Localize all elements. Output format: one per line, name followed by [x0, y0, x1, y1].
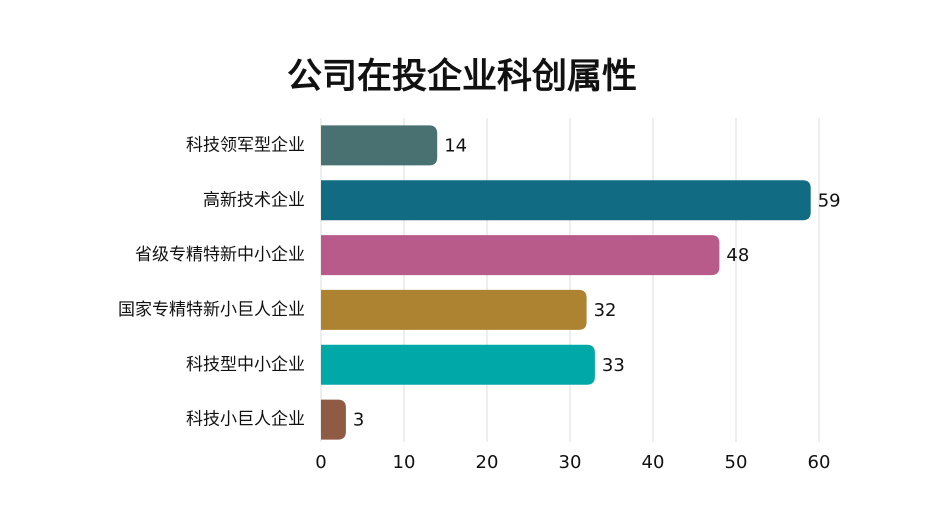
- x-tick-label: 0: [315, 452, 326, 473]
- y-tick-label: 科技领军型企业: [186, 135, 305, 155]
- value-label: 3: [353, 410, 364, 431]
- bar: [321, 180, 811, 221]
- y-tick-label: 科技小巨人企业: [186, 410, 305, 430]
- y-tick-label: 高新技术企业: [203, 190, 305, 210]
- x-tick-label: 50: [725, 452, 748, 473]
- value-label: 48: [726, 245, 749, 266]
- bar: [321, 235, 720, 276]
- value-label: 32: [594, 300, 617, 321]
- x-tick-label: 40: [642, 452, 665, 473]
- y-tick-label: 国家专精特新小巨人企业: [118, 300, 305, 320]
- bar: [321, 399, 346, 440]
- bar: [321, 344, 595, 385]
- bar: [321, 125, 438, 166]
- value-label: 33: [602, 355, 625, 376]
- x-tick-label: 30: [559, 452, 582, 473]
- chart-title: 公司在投企业科创属性: [287, 56, 637, 97]
- bar: [321, 289, 587, 330]
- x-tick-label: 10: [393, 452, 416, 473]
- x-tick-label: 60: [808, 452, 831, 473]
- value-label: 59: [818, 190, 841, 211]
- x-tick-label: 20: [476, 452, 499, 473]
- y-tick-label: 省级专精特新中小企业: [135, 245, 305, 265]
- y-tick-label: 科技型中小企业: [186, 355, 305, 375]
- value-label: 14: [444, 135, 467, 156]
